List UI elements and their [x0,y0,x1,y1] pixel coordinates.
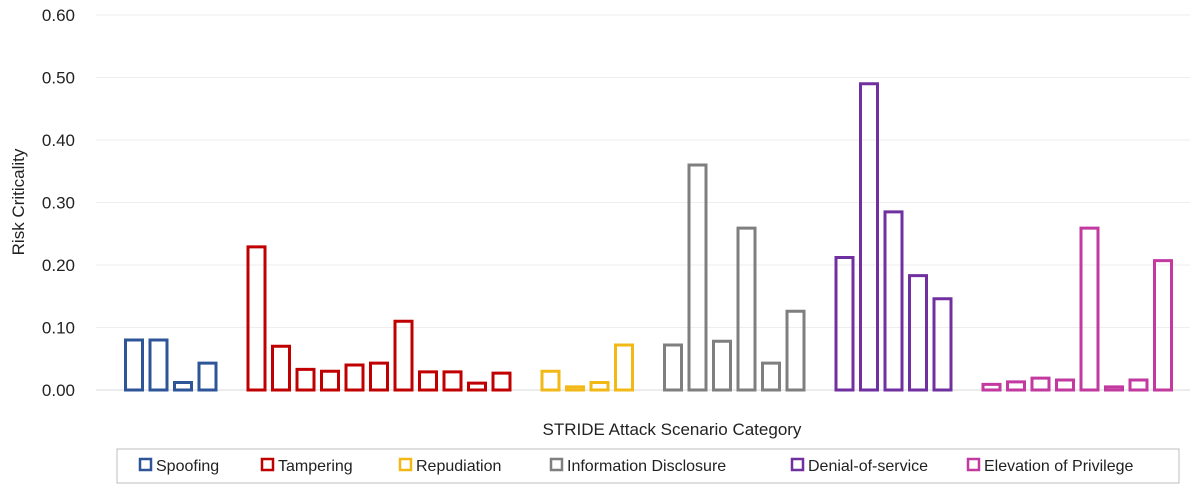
bar-tampering-11 [491,371,512,392]
bar-tampering-2 [271,344,291,392]
bar-elevation-of-privilege-8 [1153,259,1173,392]
bar-elevation-of-privilege-1 [981,382,1002,392]
bar-tampering-8 [418,370,438,392]
gridlines [96,14,1190,391]
legend-item-denial-of-service: Denial-of-service [790,457,928,475]
bar-information-disclosure-4 [736,226,757,392]
bar-denial-of-service-1 [834,256,855,392]
bar-tampering-9 [442,370,463,392]
legend-item-information-disclosure: Information Disclosure [549,457,726,475]
bar-elevation-of-privilege-4 [1055,378,1075,392]
bar-elevation-of-privilege-3 [1030,376,1051,392]
legend-swatch [260,457,275,472]
bar-elevation-of-privilege-7 [1128,378,1149,392]
bar-tampering-4 [320,369,340,392]
bar-information-disclosure-2 [687,163,708,392]
y-tick-label: 0.20 [42,256,75,275]
legend-item-tampering: Tampering [260,457,353,475]
y-tick-label: 0.40 [42,131,75,150]
bar-spoofing-1 [124,338,144,392]
legend-swatch [398,457,413,472]
y-tick-label: 0.60 [42,6,75,25]
legend-swatch [549,457,564,472]
bar-repudiation-2 [565,385,585,392]
bar-spoofing-2 [148,338,169,392]
bar-elevation-of-privilege-5 [1079,226,1100,392]
bar-spoofing-4 [197,361,218,392]
bar-tampering-1 [246,245,267,392]
bar-tampering-5 [344,363,365,392]
bar-tampering-3 [295,367,316,392]
y-axis-title: Risk Criticality [9,148,28,255]
legend-label: Information Disclosure [567,458,726,475]
bar-denial-of-service-4 [908,274,928,392]
bar-information-disclosure-5 [761,361,781,392]
bar-repudiation-1 [540,369,561,392]
bar-tampering-6 [369,361,389,392]
bar-information-disclosure-6 [785,309,806,392]
legend-label: Elevation of Privilege [984,458,1134,475]
bar-denial-of-service-3 [883,210,904,392]
y-tick-label: 0.00 [42,381,75,400]
bar-denial-of-service-5 [932,297,953,392]
bar-elevation-of-privilege-2 [1006,380,1026,392]
bar-tampering-7 [393,319,414,392]
legend-box [116,448,1180,484]
legend-label: Spoofing [156,458,219,475]
y-tick-label: 0.30 [42,194,75,213]
bar-repudiation-3 [589,381,610,392]
legend-item-spoofing: Spoofing [138,457,219,475]
legend-item-repudiation: Repudiation [398,457,501,475]
x-axis-title: STRIDE Attack Scenario Category [543,420,802,439]
bars [124,82,1173,392]
bar-denial-of-service-2 [859,82,879,392]
legend: Spoofing Tampering Repudiation Information … [138,457,1134,475]
y-axis-ticks: 0.00 0.10 0.20 0.30 0.40 0.50 0.60 [42,6,75,400]
legend-label: Denial-of-service [808,458,928,475]
bar-tampering-10 [467,381,487,392]
bar-information-disclosure-3 [712,339,732,392]
legend-swatch [790,457,805,472]
bar-repudiation-4 [614,343,634,392]
y-tick-label: 0.10 [42,319,75,338]
bar-information-disclosure-1 [663,343,683,392]
bar-spoofing-3 [173,381,193,392]
legend-label: Tampering [278,458,353,475]
legend-swatch [138,457,153,472]
legend-swatch [966,457,981,472]
y-tick-label: 0.50 [42,69,75,88]
bar-elevation-of-privilege-6 [1104,385,1124,392]
legend-label: Repudiation [416,458,501,475]
legend-item-elevation-of-privilege: Elevation of Privilege [966,457,1134,475]
